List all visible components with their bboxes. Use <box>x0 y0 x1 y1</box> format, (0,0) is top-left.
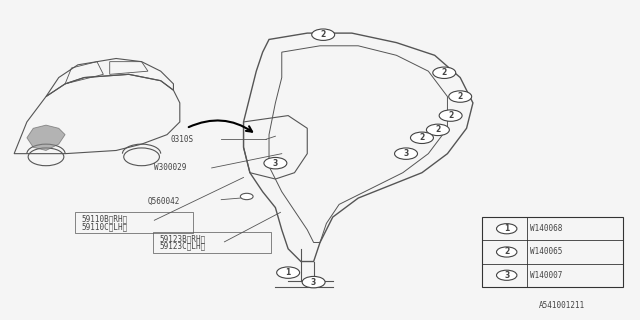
Circle shape <box>439 110 462 121</box>
Text: 0310S: 0310S <box>170 135 193 144</box>
Circle shape <box>276 267 300 278</box>
Circle shape <box>312 29 335 40</box>
Text: 59123C〈LH〉: 59123C〈LH〉 <box>159 242 205 251</box>
Text: 1: 1 <box>504 224 509 233</box>
Circle shape <box>497 270 517 280</box>
Circle shape <box>302 276 325 288</box>
Polygon shape <box>27 125 65 150</box>
Circle shape <box>449 91 472 102</box>
Circle shape <box>410 132 433 143</box>
Text: 59123B〈RH〉: 59123B〈RH〉 <box>159 234 205 243</box>
Text: W140068: W140068 <box>531 224 563 233</box>
Text: 2: 2 <box>442 68 447 77</box>
Text: 2: 2 <box>321 30 326 39</box>
Text: 2: 2 <box>419 133 424 142</box>
Circle shape <box>426 124 449 136</box>
Text: A541001211: A541001211 <box>539 301 585 310</box>
Text: 2: 2 <box>448 111 453 120</box>
Text: W140065: W140065 <box>531 247 563 257</box>
Text: Q560042: Q560042 <box>148 197 180 206</box>
Circle shape <box>497 224 517 234</box>
Text: 2: 2 <box>435 125 440 134</box>
Text: 59110C〈LH〉: 59110C〈LH〉 <box>81 222 127 231</box>
Circle shape <box>433 67 456 78</box>
Circle shape <box>264 157 287 169</box>
Text: 3: 3 <box>273 159 278 168</box>
Circle shape <box>497 247 517 257</box>
Text: W140007: W140007 <box>531 271 563 280</box>
Bar <box>483 217 623 287</box>
Text: 3: 3 <box>311 278 316 287</box>
Text: 3: 3 <box>504 271 509 280</box>
Text: 59110B〈RH〉: 59110B〈RH〉 <box>81 214 127 223</box>
Text: W300029: W300029 <box>154 164 187 172</box>
Circle shape <box>241 193 253 200</box>
Text: 2: 2 <box>458 92 463 101</box>
Text: 1: 1 <box>285 268 291 277</box>
Text: 3: 3 <box>403 149 409 158</box>
Circle shape <box>394 148 417 159</box>
Text: 2: 2 <box>504 247 509 257</box>
